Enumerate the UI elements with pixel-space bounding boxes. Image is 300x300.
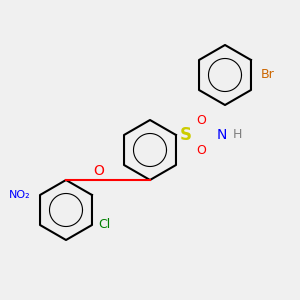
Text: S: S xyxy=(180,126,192,144)
Text: O: O xyxy=(94,164,104,178)
Text: Br: Br xyxy=(261,68,275,82)
Text: NO₂: NO₂ xyxy=(8,190,30,200)
Text: N: N xyxy=(217,128,227,142)
Text: H: H xyxy=(232,128,242,142)
Text: O: O xyxy=(196,113,206,127)
Text: Cl: Cl xyxy=(98,218,110,232)
Text: O: O xyxy=(196,143,206,157)
